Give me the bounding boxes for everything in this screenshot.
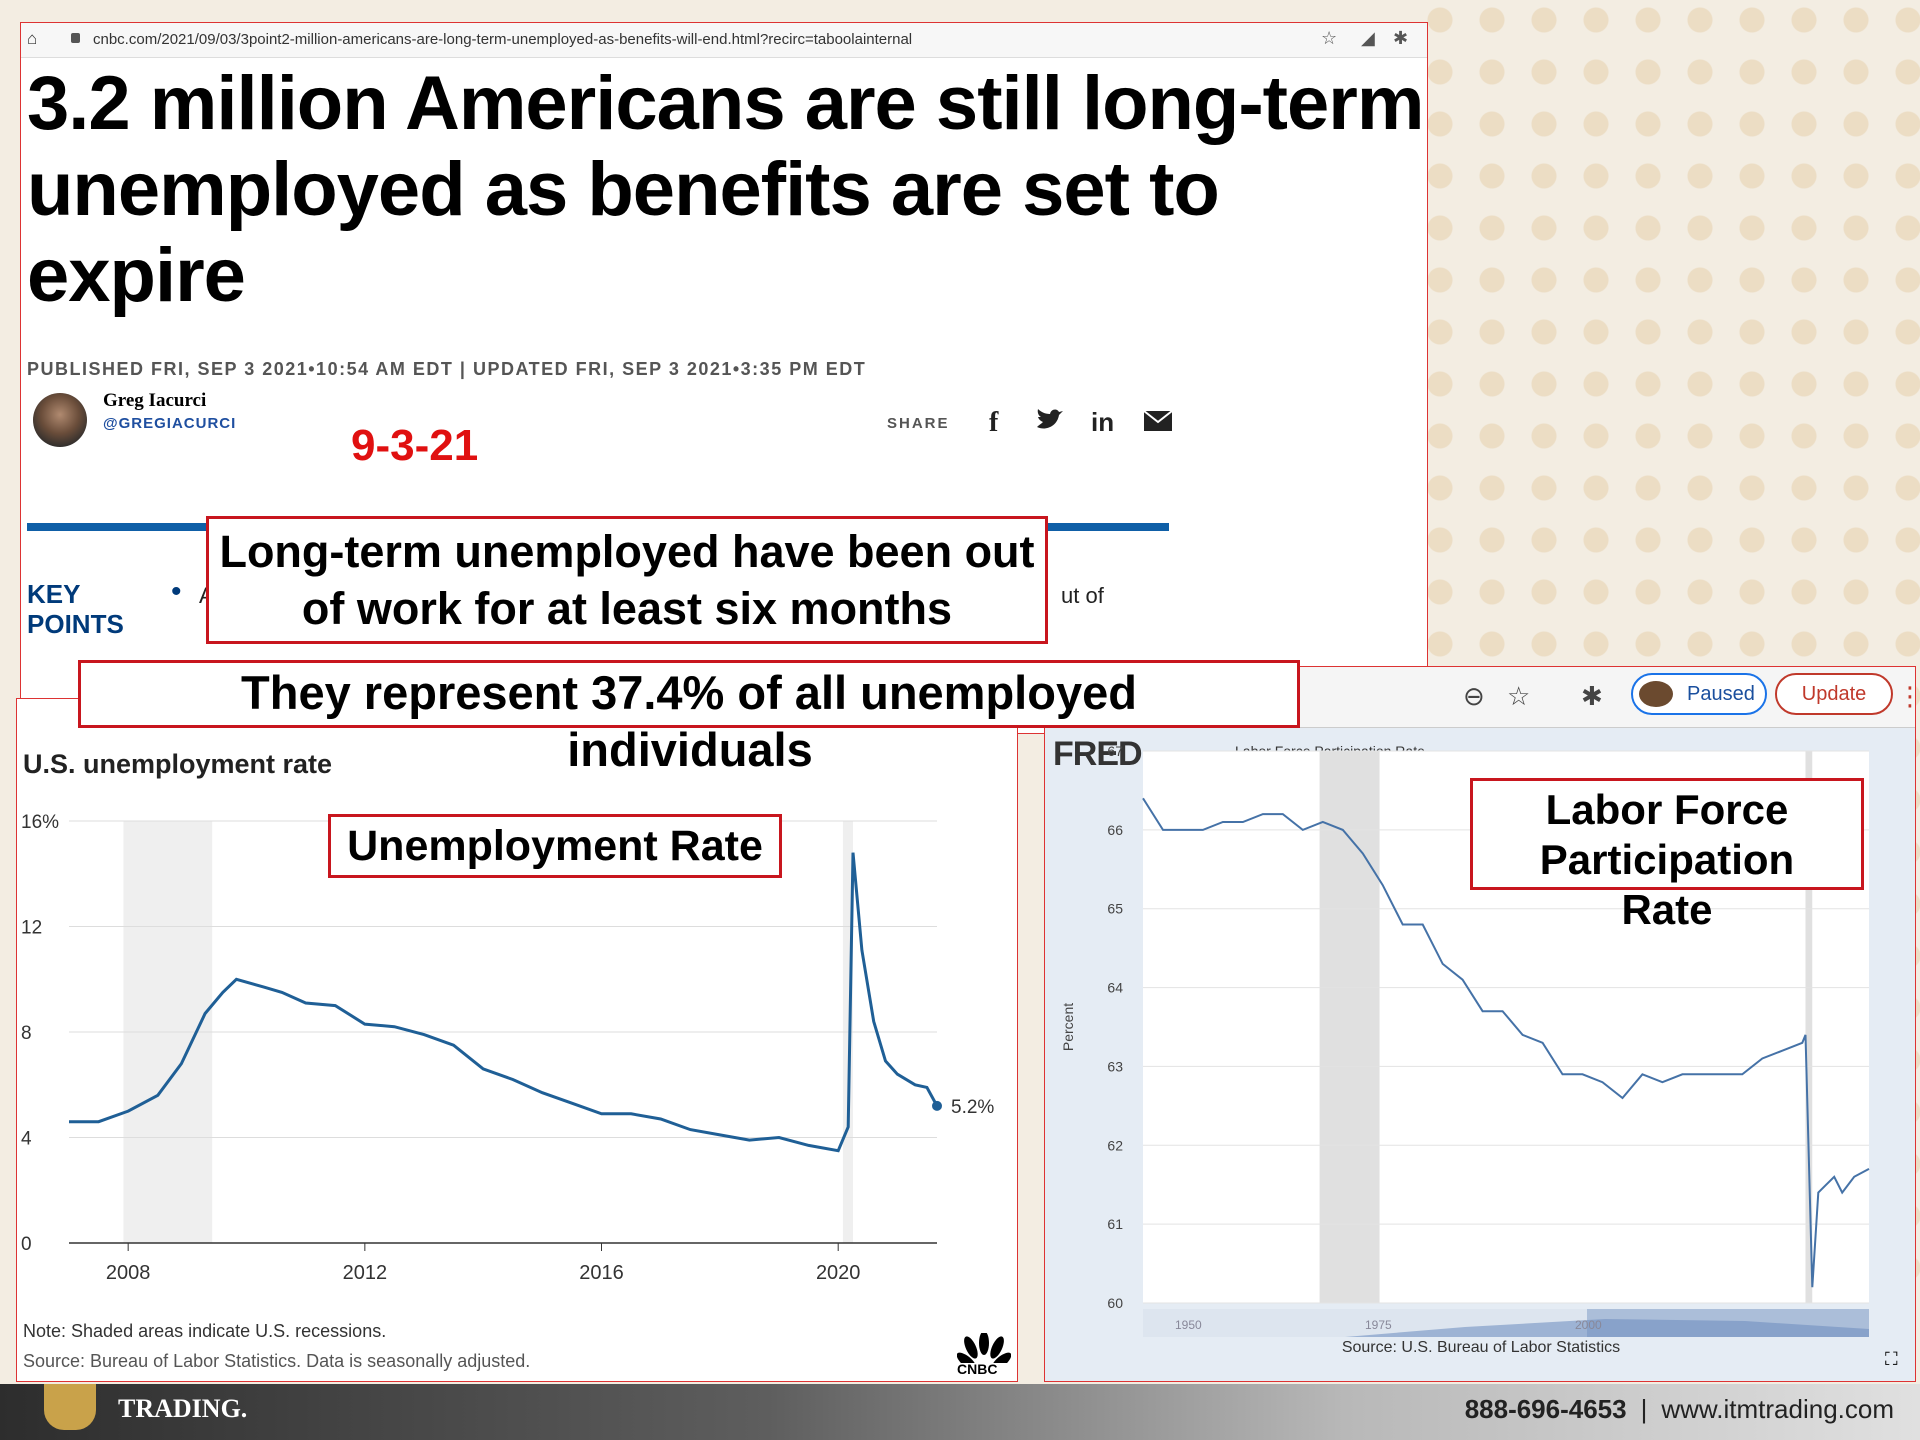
end-point	[932, 1100, 942, 1111]
callout-represent-continued: individuals	[567, 723, 813, 776]
url-text[interactable]: cnbc.com/2021/09/03/3point2-million-amer…	[93, 31, 913, 48]
y-tick-label: 64	[1107, 980, 1123, 996]
profile-paused-button[interactable]: Paused	[1631, 673, 1767, 715]
star-icon[interactable]: ☆	[1507, 681, 1531, 711]
callout-unemployment-rate: Unemployment Rate	[328, 814, 782, 878]
x-tick-label: 2012	[343, 1262, 388, 1284]
callout-long-term: Long-term unemployed have been out of wo…	[206, 516, 1048, 644]
y-axis-label: Percent	[1060, 1003, 1076, 1051]
recession-shade	[1805, 751, 1813, 1303]
star-icon[interactable]: ☆	[1321, 28, 1338, 48]
cnbc-logo: CNBC	[956, 1331, 1012, 1377]
y-tick-label: 12	[21, 918, 42, 939]
linkedin-icon[interactable]: in	[1091, 407, 1115, 437]
lfpr-line	[1142, 797, 1870, 1288]
website[interactable]: www.itmtrading.com	[1661, 1394, 1894, 1424]
x-tick-label: 2020	[816, 1262, 861, 1284]
recession-shade	[1319, 751, 1380, 1303]
facebook-icon[interactable]: f	[989, 407, 999, 438]
peacock-icon	[956, 1331, 1012, 1370]
email-icon[interactable]	[1143, 407, 1173, 439]
callout-represent: They represent 37.4% of all unemployed	[78, 660, 1300, 728]
y-tick-label: 67	[1107, 743, 1123, 759]
lock-icon	[71, 33, 80, 43]
unemployment-line	[69, 852, 939, 1153]
signal-icon[interactable]: ◢	[1361, 28, 1375, 48]
chart-source: Source: Bureau of Labor Statistics. Data…	[23, 1351, 531, 1371]
brand-logo: TRADING.	[118, 1394, 248, 1423]
navigator-label: 1975	[1365, 1318, 1392, 1332]
y-tick-label: 60	[1107, 1295, 1123, 1311]
chart-title: U.S. unemployment rate	[23, 749, 333, 779]
unemployment-chart-panel: U.S. unemployment rate 0 4 8 12 16% 2008 2012 2…	[16, 698, 1018, 1382]
fullscreen-icon[interactable]: ⛶	[1885, 1349, 1898, 1369]
unemployment-chart: 0 4 8 12 16% 2008 2012 2016 2020 5.2%	[21, 812, 994, 1284]
y-tick-label: 62	[1107, 1137, 1123, 1153]
navigator-label: 1950	[1175, 1318, 1202, 1332]
puzzle-icon[interactable]: ✱	[1393, 28, 1409, 48]
chart-source: Source: U.S. Bureau of Labor Statistics	[1341, 1339, 1621, 1356]
profile-avatar	[1639, 681, 1673, 707]
headline: 3.2 million Americans are still long-ter…	[27, 61, 1424, 318]
y-tick-label: 65	[1107, 901, 1123, 917]
dateline: PUBLISHED FRI, SEP 3 2021•10:54 AM EDT |…	[27, 359, 867, 379]
y-tick-label: 61	[1107, 1216, 1123, 1232]
callout-lfpr-continued: Rate	[1621, 886, 1713, 933]
itm-logo-icon	[44, 1384, 96, 1430]
home-icon[interactable]: ⌂	[27, 29, 38, 48]
puzzle-icon[interactable]: ✱	[1581, 681, 1603, 711]
y-tick-label: 16%	[21, 812, 59, 833]
fred-logo: FRED	[1053, 735, 1143, 773]
author-name[interactable]: Greg Iacurci	[103, 390, 207, 411]
zoom-out-icon[interactable]: ⊖	[1463, 681, 1485, 711]
y-tick-label: 66	[1107, 822, 1123, 838]
author-handle[interactable]: @GREGIACURCI	[103, 415, 237, 432]
navigator-selection	[1587, 1309, 1869, 1337]
annotation-date: 9-3-21	[351, 421, 479, 470]
y-tick-label: 8	[21, 1023, 32, 1044]
x-tick-label: 2016	[579, 1262, 624, 1284]
key-point-fragment-right: ut of	[1061, 583, 1104, 608]
twitter-icon[interactable]	[1035, 407, 1065, 440]
phone-number[interactable]: 888-696-4653	[1464, 1394, 1627, 1424]
address-bar[interactable]: ⌂ cnbc.com/2021/09/03/3point2-million-am…	[21, 23, 1427, 58]
footer-bar: TRADING. 888-696-4653 | www.itmtrading.com	[0, 1384, 1920, 1440]
y-tick-label: 63	[1107, 1058, 1123, 1074]
end-value-label: 5.2%	[951, 1097, 994, 1118]
menu-dots-icon[interactable]: ⋮	[1897, 681, 1920, 711]
contact-info: 888-696-4653 | www.itmtrading.com	[1464, 1394, 1894, 1424]
share-label: SHARE	[887, 415, 950, 432]
bullet-icon: •	[171, 575, 182, 608]
callout-lfpr: Labor Force Participation	[1470, 778, 1864, 890]
author-avatar[interactable]	[33, 393, 87, 447]
navigator-label: 2000	[1575, 1318, 1602, 1332]
y-tick-label: 0	[21, 1234, 32, 1255]
chart-note: Note: Shaded areas indicate U.S. recessi…	[23, 1321, 387, 1341]
key-points-label: KEY POINTS	[27, 579, 124, 639]
update-button[interactable]: Update	[1775, 673, 1893, 715]
x-tick-label: 2008	[106, 1262, 151, 1284]
y-tick-label: 4	[21, 1129, 32, 1150]
navigator-area	[1345, 1319, 1869, 1337]
